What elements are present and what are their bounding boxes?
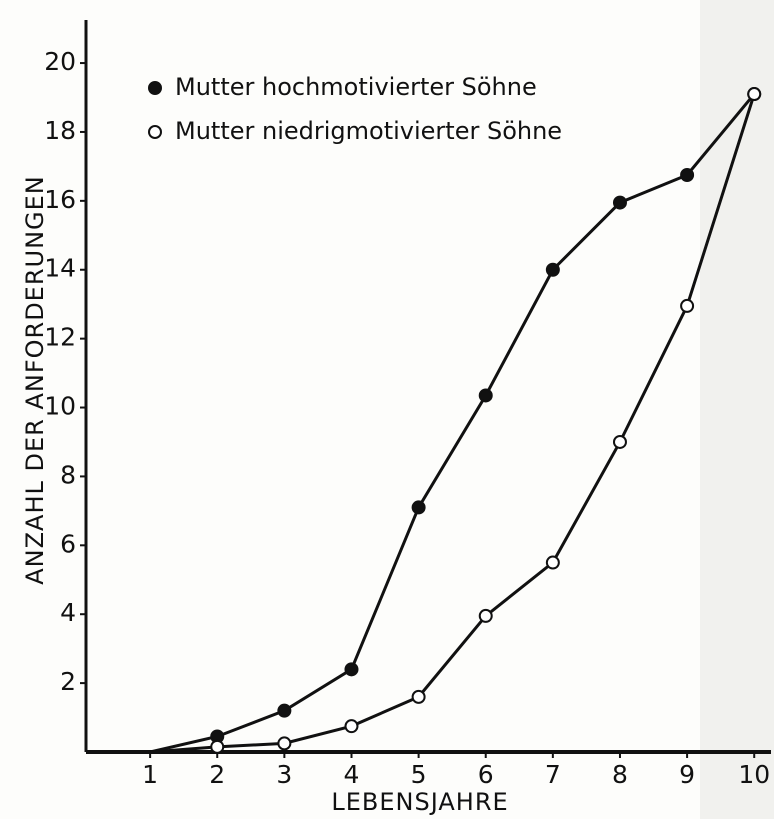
point (277, 736, 292, 751)
y-tick-label: 12 (44, 323, 76, 352)
y-axis-label: ANZAHL DER ANFORDERUNGEN (21, 175, 49, 585)
point (478, 608, 493, 623)
point (545, 262, 560, 277)
point (612, 195, 627, 210)
x-tick-label: 1 (142, 760, 158, 789)
x-tick-label: 9 (679, 760, 695, 789)
y-tick-label: 8 (60, 460, 76, 489)
point (411, 689, 426, 704)
y-tick-label: 10 (44, 392, 76, 421)
y-tick-label: 6 (60, 529, 76, 558)
x-tick-label: 8 (612, 760, 628, 789)
point (277, 703, 292, 718)
point (344, 719, 359, 734)
series-line (149, 93, 756, 754)
x-tick-label: 3 (276, 760, 292, 789)
point (344, 662, 359, 677)
legend-marker (148, 125, 162, 139)
point (545, 555, 560, 570)
legend-label: Mutter niedrigmotivierter Söhne (175, 117, 562, 145)
x-tick-label: 7 (545, 760, 561, 789)
point (411, 500, 426, 515)
point (210, 739, 225, 754)
point (478, 388, 493, 403)
x-tick-label: 5 (411, 760, 427, 789)
legend-marker (148, 81, 162, 95)
legend-label: Mutter hochmotivierter Söhne (175, 73, 537, 101)
point (680, 168, 695, 183)
point (747, 87, 762, 102)
series-line (150, 93, 756, 754)
point (612, 434, 627, 449)
y-tick-label: 16 (44, 185, 76, 214)
y-tick-label: 14 (44, 254, 76, 283)
x-axis-label: LEBENSJAHRE (331, 788, 508, 816)
y-tick-label: 20 (44, 47, 76, 76)
y-tick-label: 18 (44, 116, 76, 145)
y-tick-label: 4 (60, 598, 76, 627)
x-tick-label: 4 (344, 760, 360, 789)
x-tick-label: 6 (478, 760, 494, 789)
scan-shade (700, 0, 774, 819)
y-tick-label: 2 (60, 667, 76, 696)
x-tick-label: 10 (738, 760, 770, 789)
point (680, 298, 695, 313)
x-tick-label: 2 (209, 760, 225, 789)
